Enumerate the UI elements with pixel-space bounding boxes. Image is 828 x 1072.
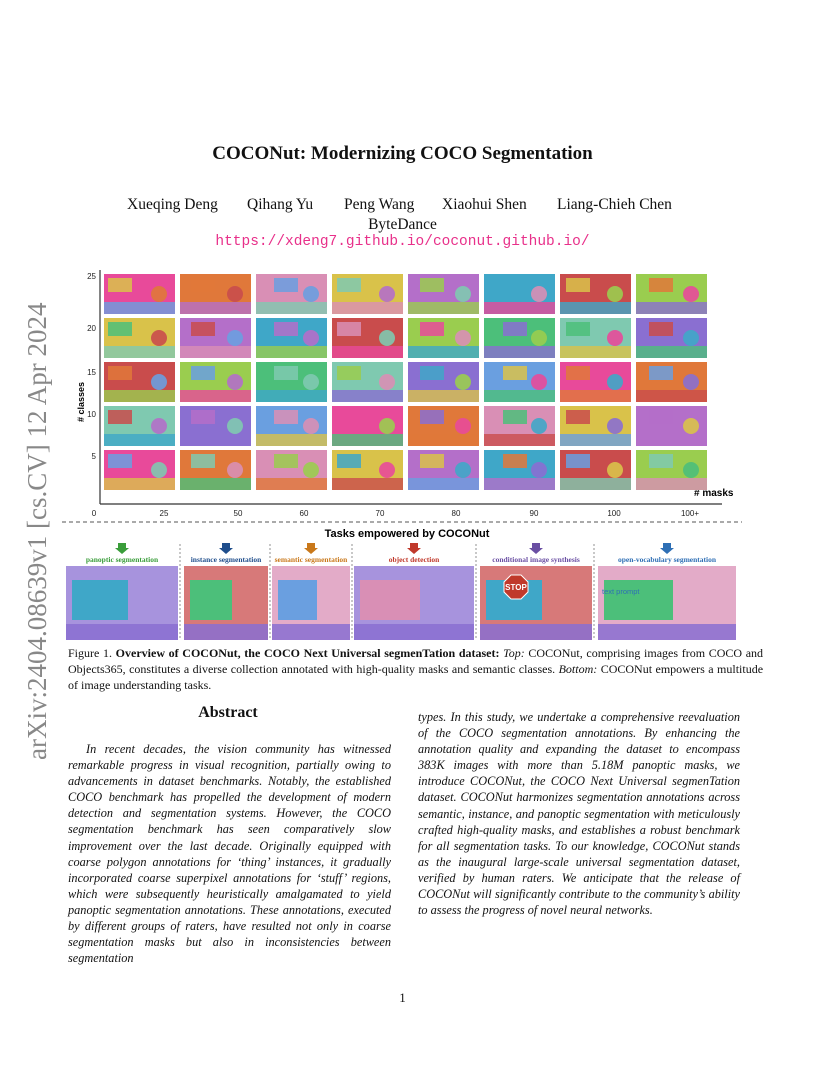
dataset-sample-image <box>484 274 555 314</box>
task-panel: object detection <box>354 543 474 640</box>
y-tick-label: 10 <box>87 410 96 419</box>
dataset-sample-image <box>180 274 251 314</box>
x-tick-label: 90 <box>530 509 539 518</box>
dataset-sample-image <box>180 318 251 358</box>
down-arrow-icon <box>304 543 318 554</box>
dataset-sample-image <box>560 274 631 314</box>
dataset-sample-image <box>408 274 479 314</box>
down-arrow-icon <box>219 543 233 554</box>
x-tick-label: 80 <box>452 509 461 518</box>
task-panel: semantic segmentation <box>272 543 350 640</box>
dataset-sample-image <box>484 318 555 358</box>
dataset-sample-image <box>332 362 403 402</box>
author-name: Qihang Yu <box>247 196 314 213</box>
dataset-sample-image <box>332 406 403 446</box>
dataset-sample-image <box>560 450 631 490</box>
dataset-sample-image <box>636 318 707 358</box>
dataset-sample-image <box>332 318 403 358</box>
caption-bottom-label: Bottom: <box>558 662 598 676</box>
dataset-sample-image <box>104 362 175 402</box>
y-tick-label: 15 <box>87 368 96 377</box>
abstract-column-1: In recent decades, the vision community … <box>68 742 391 966</box>
dataset-sample-image <box>104 406 175 446</box>
dataset-sample-image <box>180 362 251 402</box>
tasks-heading: Tasks empowered by COCONut <box>325 528 490 540</box>
dataset-sample-image <box>256 406 327 446</box>
author-name: Xiaohui Shen <box>442 196 527 213</box>
dataset-sample-image <box>408 406 479 446</box>
dataset-sample-image <box>256 450 327 490</box>
dataset-sample-image <box>636 362 707 402</box>
down-arrow-icon <box>660 543 674 554</box>
caption-top-text: COCONut, comprising images from COCO and… <box>68 646 764 676</box>
dataset-sample-image <box>636 274 707 314</box>
y-tick-label: 25 <box>87 272 96 281</box>
task-label: conditional image synthesis <box>492 555 580 564</box>
dataset-sample-image <box>636 406 707 446</box>
text-prompt-label: text prompt <box>602 587 640 596</box>
abstract-heading: Abstract <box>198 704 258 721</box>
dataset-sample-image <box>104 450 175 490</box>
task-label: semantic segmentation <box>275 555 349 564</box>
task-panel: instance segmentation <box>184 543 268 640</box>
paper-title: COCONut: Modernizing COCO Segmentation <box>212 143 593 164</box>
x-tick-label: 50 <box>234 509 243 518</box>
dataset-sample-image <box>104 318 175 358</box>
stop-sign-text: STOP <box>505 583 527 592</box>
x-tick-label: 60 <box>300 509 309 518</box>
project-url-link[interactable]: https://xdeng7.github.io/coconut.github.… <box>215 234 590 250</box>
stop-sign-icon: STOP <box>503 574 529 600</box>
task-panel: conditional image synthesis <box>480 543 592 640</box>
caption-lead: Figure 1. <box>68 646 112 660</box>
author-name: Xueqing Deng <box>127 196 218 213</box>
task-label: open-vocabulary segmentation <box>618 555 717 564</box>
author-name: Peng Wang <box>344 196 415 213</box>
dataset-sample-image <box>256 362 327 402</box>
dataset-sample-image <box>408 362 479 402</box>
dataset-sample-image <box>560 362 631 402</box>
down-arrow-icon <box>529 543 543 554</box>
page-number: 1 <box>399 990 406 1005</box>
task-label: panoptic segmentation <box>86 555 159 564</box>
dataset-sample-image <box>408 318 479 358</box>
author-name: Liang-Chieh Chen <box>557 196 672 213</box>
abstract-column-2: types. In this study, we undertake a com… <box>418 710 740 918</box>
figure-caption: Figure 1. Overview of COCONut, the COCO … <box>68 645 763 693</box>
down-arrow-icon <box>115 543 129 554</box>
dataset-sample-image <box>332 274 403 314</box>
task-label: instance segmentation <box>191 555 262 564</box>
dataset-sample-image <box>256 274 327 314</box>
down-arrow-icon <box>407 543 421 554</box>
task-panel: open-vocabulary segmentation <box>598 543 736 640</box>
dataset-sample-image <box>636 450 707 490</box>
dataset-sample-image <box>256 318 327 358</box>
x-tick-label: 70 <box>376 509 385 518</box>
x-tick-label: 100 <box>607 509 621 518</box>
x-tick-label: 100+ <box>681 509 699 518</box>
task-label: object detection <box>389 555 440 564</box>
dataset-sample-image <box>332 450 403 490</box>
y-tick-label: 5 <box>92 452 97 461</box>
arxiv-stamp: arXiv:2404.08639v1 [cs.CV] 12 Apr 2024 <box>22 302 52 760</box>
dataset-sample-image <box>104 274 175 314</box>
y-tick-label: 20 <box>87 324 96 333</box>
y-axis-label: # classes <box>76 382 86 422</box>
dataset-sample-image <box>484 450 555 490</box>
dataset-sample-image <box>180 406 251 446</box>
dataset-sample-image <box>484 362 555 402</box>
caption-bold: Overview of COCONut, the COCO Next Unive… <box>115 646 500 660</box>
x-tick-label: 0 <box>92 509 97 518</box>
figure-1: 25 20 15 10 5 0 25 50 60 70 80 90 100 100+ # classes… <box>62 262 752 642</box>
x-axis-label: # masks <box>694 488 734 499</box>
dataset-sample-image <box>180 450 251 490</box>
dataset-sample-image <box>560 318 631 358</box>
caption-top-label: Top: <box>503 646 525 660</box>
x-tick-label: 25 <box>160 509 169 518</box>
dataset-sample-image <box>484 406 555 446</box>
dataset-sample-image <box>560 406 631 446</box>
caption-bottom-text: COCONut empowers a multitude of image un… <box>68 662 764 692</box>
affiliation: ByteDance <box>368 216 437 233</box>
dataset-sample-image <box>408 450 479 490</box>
task-panel: panoptic segmentation <box>66 543 178 640</box>
